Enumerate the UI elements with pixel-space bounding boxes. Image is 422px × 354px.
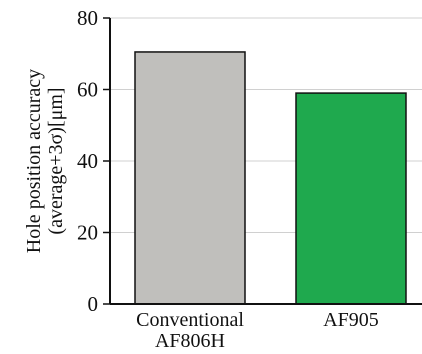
y-axis-title: Hole position accuracy(average+3σ)[μm]: [23, 69, 67, 253]
y-tick-label: 40: [77, 149, 98, 173]
bar-1: [134, 51, 246, 305]
y-axis-title-line: Hole position accuracy: [23, 69, 45, 253]
category-label: AF905: [323, 309, 379, 331]
y-tick-label: 80: [77, 6, 98, 30]
category-label: Conventional: [136, 309, 244, 331]
bar-2: [295, 92, 407, 305]
y-tick-label: 0: [88, 292, 99, 316]
y-ticks: 0 20 40 60 80: [77, 6, 110, 316]
y-tick-label: 20: [77, 221, 98, 245]
y-tick-label: 60: [77, 78, 98, 102]
category-label: AF806H: [155, 330, 225, 352]
y-axis-title-line: (average+3σ)[μm]: [45, 87, 67, 234]
